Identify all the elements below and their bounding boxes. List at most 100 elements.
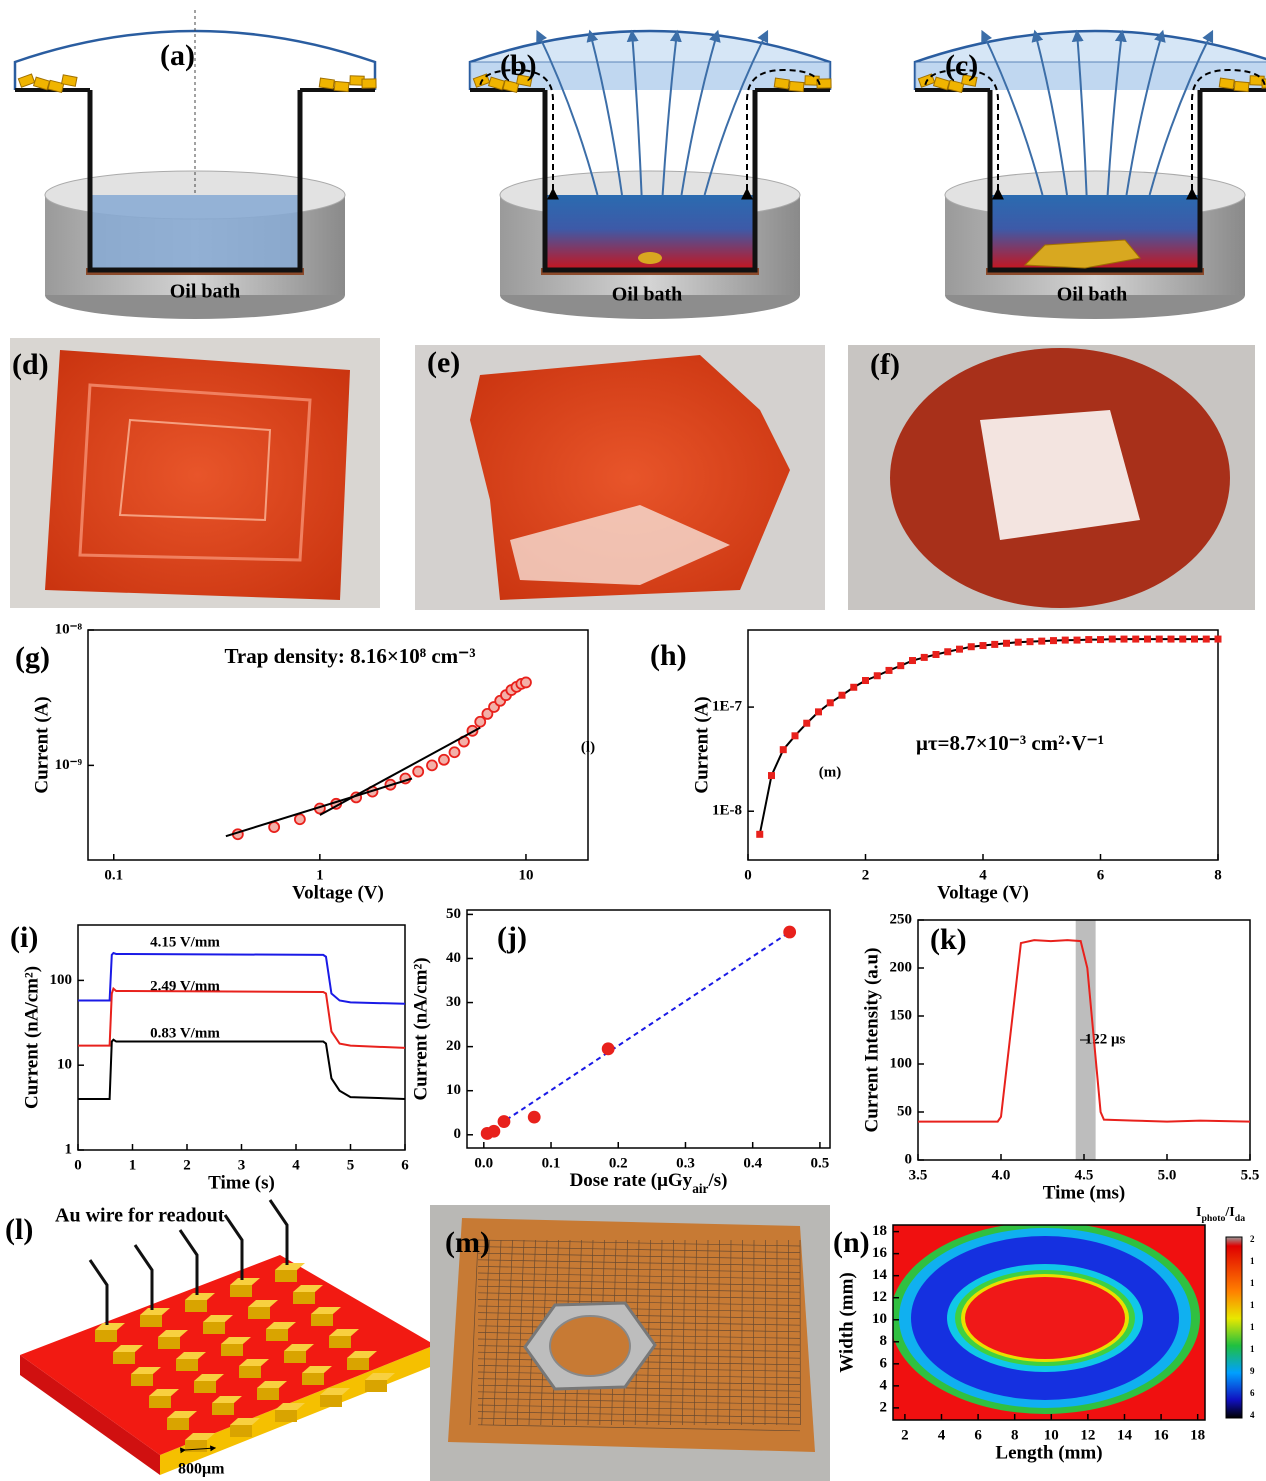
- x-tick-label: 4: [938, 1427, 946, 1443]
- x-tick-label: 8: [1214, 867, 1222, 883]
- y-tick-label: 40: [446, 950, 461, 966]
- x-axis-label: Length (mm): [995, 1442, 1102, 1463]
- colorbar-tick-label: 1: [1250, 1256, 1255, 1266]
- seed-crystal: [638, 252, 662, 264]
- reflux-loop: [479, 68, 559, 200]
- precursor: [17, 73, 36, 88]
- data-point: [474, 715, 487, 728]
- grid-line: [717, 1239, 720, 1426]
- data-point: [956, 645, 963, 653]
- x-tick-label: 8: [1011, 1427, 1019, 1443]
- x-tick-label: 4.5: [1075, 1167, 1094, 1183]
- x-tick-label: 4: [979, 867, 987, 883]
- data-point: [268, 821, 281, 833]
- pad-side: [167, 1418, 189, 1430]
- x-tick-label: 16: [1154, 1427, 1170, 1443]
- y-tick-label: 0: [454, 1126, 462, 1142]
- pad-side: [113, 1352, 135, 1364]
- crystal-step: [78, 383, 312, 562]
- y-tick-label: 30: [446, 994, 461, 1010]
- precursor: [788, 80, 805, 93]
- data-point: [527, 1110, 541, 1124]
- data-point: [1026, 638, 1034, 646]
- pad-top: [203, 1315, 233, 1322]
- grid-line: [477, 1371, 801, 1379]
- data-point: [1038, 637, 1046, 645]
- precursor: [318, 77, 335, 90]
- grid-line: [658, 1239, 663, 1426]
- panel-label: (a): [160, 39, 195, 72]
- x-tick-label: 0.4: [743, 1155, 762, 1171]
- series-line: [78, 951, 406, 1005]
- pad-side: [149, 1396, 171, 1408]
- x-axis-label: Time (s): [208, 1172, 275, 1193]
- y-axis-label: Current (A): [691, 696, 712, 793]
- wire: [133, 1244, 154, 1310]
- pad-top: [131, 1367, 161, 1374]
- y-tick-label: 50: [897, 1103, 912, 1119]
- y-tick-label: 18: [872, 1223, 887, 1239]
- pad-side: [320, 1395, 342, 1407]
- pad-side: [239, 1366, 261, 1378]
- pad-side: [248, 1307, 270, 1319]
- x-axis-label: Voltage (V): [292, 882, 384, 903]
- pad-top: [194, 1374, 224, 1381]
- precursor: [60, 74, 78, 87]
- x-tick-label: 12: [1080, 1427, 1095, 1443]
- pad-side: [194, 1381, 216, 1393]
- pad-side: [140, 1315, 162, 1327]
- series-line: [319, 726, 481, 816]
- data-point: [487, 1124, 501, 1138]
- pad-top: [158, 1330, 188, 1337]
- x-tick-label: 5.0: [1158, 1167, 1177, 1183]
- x-tick-label: 0: [74, 1157, 82, 1173]
- x-axis-label-part: air: [692, 1181, 708, 1196]
- precursor: [487, 76, 506, 91]
- y-tick-label: 10⁻⁸: [55, 621, 83, 637]
- x-tick-label: 1: [129, 1157, 137, 1173]
- pad-side: [365, 1380, 387, 1392]
- liquid: [90, 195, 300, 270]
- data-point: [815, 708, 822, 716]
- data-point: [862, 677, 869, 685]
- data-point: [1132, 635, 1140, 643]
- data-point: [967, 643, 975, 651]
- pad-side: [158, 1337, 180, 1349]
- data-point: [932, 650, 940, 658]
- data-point: [1061, 636, 1069, 644]
- x-tick-label: 0.2: [609, 1155, 628, 1171]
- precursor: [1233, 80, 1250, 93]
- x-tick-label: 0.1: [104, 867, 123, 883]
- data-point: [1014, 638, 1022, 646]
- data-point: [1120, 635, 1128, 643]
- panel-label: (g): [15, 641, 50, 674]
- slab-side: [20, 1355, 160, 1475]
- crystal-center: [980, 410, 1140, 540]
- grid-line: [477, 1378, 801, 1385]
- pad-top: [95, 1323, 125, 1330]
- y-tick-label: 10⁻⁹: [55, 757, 83, 773]
- panel-label: (k): [930, 923, 967, 956]
- panel-label: (m): [445, 1226, 490, 1259]
- data-point: [897, 662, 905, 670]
- grid-line: [477, 1417, 801, 1425]
- pad-side: [293, 1292, 315, 1304]
- pad-side: [284, 1351, 306, 1363]
- y-tick-label: 2: [880, 1399, 888, 1415]
- pad-side: [347, 1358, 369, 1370]
- pad-top: [266, 1322, 296, 1329]
- pad-side: [275, 1270, 297, 1282]
- data-point: [885, 666, 893, 674]
- beaker: [987, 90, 1203, 273]
- pad-top: [230, 1418, 260, 1425]
- x-tick-label: 3: [238, 1157, 246, 1173]
- data-point: [850, 683, 858, 691]
- pitch-arrow: [180, 1445, 217, 1454]
- pad-top: [212, 1396, 242, 1403]
- data-point: [1144, 635, 1151, 643]
- crystal-step: [118, 418, 272, 522]
- y-axis-label: Current Intensity (a.u): [861, 948, 882, 1133]
- colorbar-tick-label: 2: [1250, 1234, 1255, 1244]
- data-point: [826, 699, 834, 707]
- series-line: [758, 638, 1218, 835]
